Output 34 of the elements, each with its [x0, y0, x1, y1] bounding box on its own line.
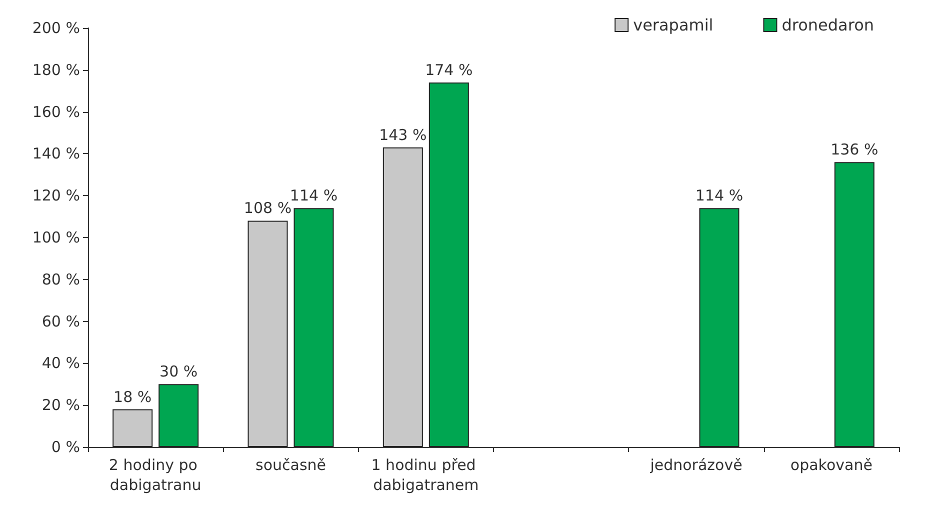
- legend-label: verapamil: [633, 16, 714, 34]
- data-label: 136 %: [830, 140, 878, 159]
- y-tick-label: 140 %: [32, 144, 80, 163]
- y-tick-label: 200 %: [32, 19, 80, 37]
- x-tick-label: současně: [256, 456, 326, 474]
- y-tick-label: 0 %: [51, 438, 80, 456]
- y-tick-label: 20 %: [42, 396, 80, 414]
- x-tick-label: jednorázově: [649, 456, 742, 474]
- data-label: 114 %: [290, 186, 338, 205]
- data-label: 108 %: [244, 199, 292, 218]
- y-tick-label: 80 %: [42, 270, 80, 288]
- bar: [699, 208, 740, 447]
- data-label: 143 %: [379, 126, 427, 144]
- y-tick-label: 60 %: [42, 312, 80, 330]
- bar: [834, 162, 874, 447]
- y-tick-label: 40 %: [42, 354, 80, 372]
- data-label: 18 %: [114, 388, 152, 406]
- bar: [112, 409, 153, 447]
- x-tick-label: 1 hodinu před dabigatranem: [371, 456, 481, 494]
- bar: [248, 220, 288, 447]
- y-tick-label: 180 %: [32, 60, 80, 79]
- data-label: 174 %: [425, 60, 473, 79]
- x-tick-label: opakovaně: [790, 456, 872, 474]
- y-tick-label: 120 %: [32, 186, 80, 205]
- bar: [428, 82, 469, 447]
- legend-label: dronedaron: [782, 16, 874, 34]
- y-tick-label: 160 %: [32, 102, 80, 121]
- bar: [158, 384, 199, 447]
- data-label: 30 %: [160, 362, 198, 381]
- bar: [294, 208, 334, 447]
- y-tick-label: 100 %: [32, 228, 80, 246]
- bar: [382, 147, 423, 447]
- data-label: 114 %: [695, 186, 744, 205]
- x-tick-label: 2 hodiny po dabigatranu: [108, 456, 202, 494]
